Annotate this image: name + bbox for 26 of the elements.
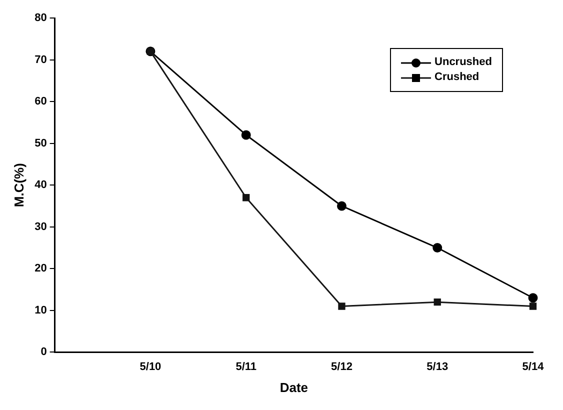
- legend-label: Crushed: [434, 70, 480, 85]
- x-tick-label: 5/11: [236, 360, 257, 373]
- y-tick-label: 80: [34, 12, 47, 24]
- y-tick-label: 20: [34, 262, 47, 275]
- y-tick-label: 10: [34, 304, 47, 316]
- y-tick-label: 30: [34, 220, 47, 233]
- x-tick-label: 5/10: [140, 360, 162, 373]
- y-tick-label: 40: [34, 179, 47, 192]
- y-tick-label: 50: [34, 137, 47, 150]
- point: [528, 293, 538, 303]
- x-tick-label: 5/12: [331, 360, 352, 373]
- point: [432, 243, 442, 253]
- x-tick-label: 5/14: [522, 360, 545, 373]
- y-axis-title: M.C(%): [11, 163, 26, 208]
- point: [338, 302, 346, 310]
- point: [434, 298, 441, 306]
- legend-label: Uncrushed: [434, 55, 492, 70]
- point: [242, 194, 250, 202]
- x-tick-label: 5/13: [426, 360, 448, 373]
- y-tick-label: 60: [34, 96, 47, 108]
- x-axis-title: Date: [280, 380, 308, 395]
- y-tick-label: 0: [40, 346, 47, 358]
- point: [336, 201, 346, 211]
- point: [529, 302, 537, 310]
- point: [241, 130, 251, 140]
- y-tick-label: 70: [34, 54, 47, 66]
